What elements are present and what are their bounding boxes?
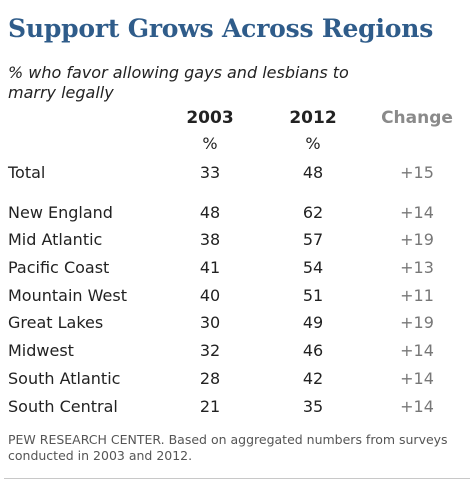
table-row: New England 48 62 +14 — [0, 200, 474, 226]
value-2012: 57 — [302, 230, 324, 249]
value-change: +11 — [400, 286, 434, 305]
value-2012: 51 — [302, 286, 324, 305]
table-row: South Central 21 35 +14 — [0, 394, 474, 420]
value-change: +14 — [400, 369, 434, 388]
chart-title: Support Grows Across Regions — [8, 14, 434, 43]
row-label: Total — [8, 163, 46, 182]
value-2012: 62 — [302, 203, 324, 222]
row-label: Great Lakes — [8, 313, 104, 332]
source-note: PEW RESEARCH CENTER. Based on aggregated… — [8, 432, 448, 463]
value-2003: 41 — [199, 258, 221, 277]
value-change: +15 — [400, 163, 434, 182]
column-header-change: Change — [381, 108, 453, 128]
table-row: Mid Atlantic 38 57 +19 — [0, 227, 474, 253]
value-2003: 21 — [199, 397, 221, 416]
row-label: South Atlantic — [8, 369, 121, 388]
row-label: Mid Atlantic — [8, 230, 103, 249]
value-2003: 48 — [199, 203, 221, 222]
column-header-2012: 2012 — [289, 108, 337, 128]
table-row: South Atlantic 28 42 +14 — [0, 366, 474, 392]
value-change: +14 — [400, 341, 434, 360]
table-row: Pacific Coast 41 54 +13 — [0, 255, 474, 281]
value-2012: 35 — [302, 397, 324, 416]
value-change: +19 — [400, 313, 434, 332]
value-2003: 30 — [199, 313, 221, 332]
value-change: +19 — [400, 230, 434, 249]
value-2003: 33 — [199, 163, 221, 182]
unit-label-2012: % — [305, 134, 321, 153]
row-label: Midwest — [8, 341, 74, 360]
value-2003: 28 — [199, 369, 221, 388]
value-2003: 40 — [199, 286, 221, 305]
table-row: Total 33 48 +15 — [0, 160, 474, 186]
value-change: +14 — [400, 203, 434, 222]
value-2012: 54 — [302, 258, 324, 277]
row-label: Pacific Coast — [8, 258, 110, 277]
value-2012: 42 — [302, 369, 324, 388]
value-2012: 49 — [302, 313, 324, 332]
value-change: +13 — [400, 258, 434, 277]
value-2003: 38 — [199, 230, 221, 249]
column-header-2003: 2003 — [186, 108, 234, 128]
table-row: Mountain West 40 51 +11 — [0, 283, 474, 309]
value-2003: 32 — [199, 341, 221, 360]
value-2012: 46 — [302, 341, 324, 360]
table-row: Great Lakes 30 49 +19 — [0, 310, 474, 336]
row-label: South Central — [8, 397, 118, 416]
value-2012: 48 — [302, 163, 324, 182]
bottom-divider — [4, 478, 470, 479]
table-row: Midwest 32 46 +14 — [0, 338, 474, 364]
chart-subtitle: % who favor allowing gays and lesbians t… — [8, 63, 349, 102]
row-label: Mountain West — [8, 286, 127, 305]
value-change: +14 — [400, 397, 434, 416]
row-label: New England — [8, 203, 113, 222]
unit-label-2003: % — [202, 134, 218, 153]
